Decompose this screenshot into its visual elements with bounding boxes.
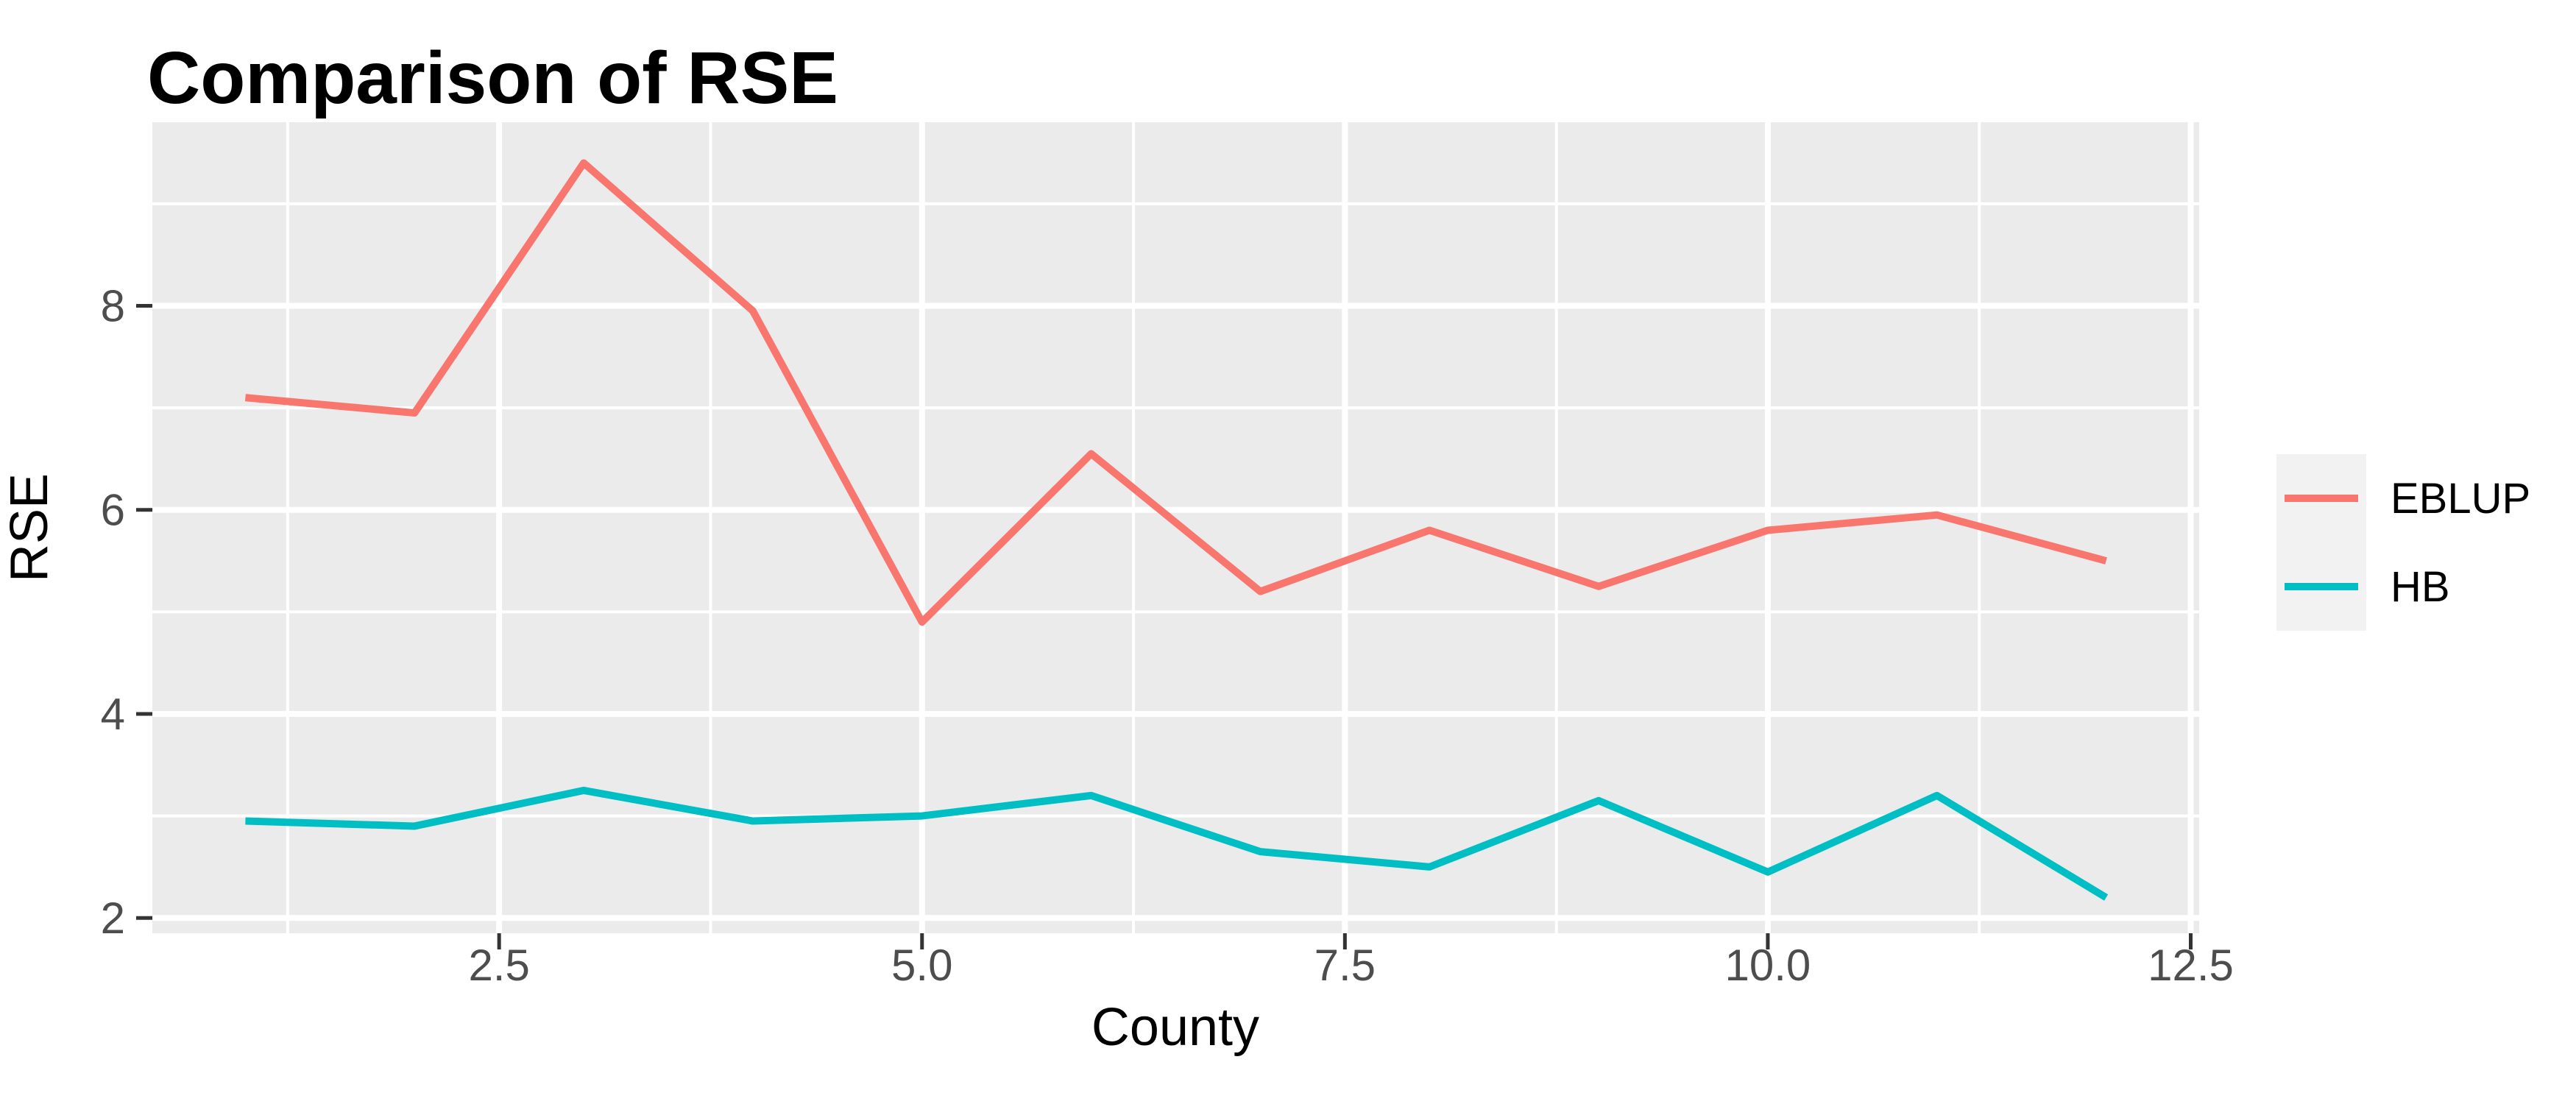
chart-title: Comparison of RSE	[147, 37, 838, 119]
y-tick-label: 2	[101, 894, 125, 943]
x-tick-label: 10.0	[1725, 941, 1811, 990]
plot-panel	[152, 122, 2199, 933]
y-tick-label: 4	[101, 690, 125, 739]
x-tick-label: 7.5	[1314, 941, 1376, 990]
plot-generated-layer: 2.5 5.0 7.5 10.0 12.5 2 4 6 8 EBLUP HB	[101, 122, 2530, 990]
x-axis-title: County	[1091, 998, 1259, 1057]
legend-key-background	[2276, 454, 2366, 631]
y-tick-label: 8	[101, 282, 125, 331]
y-tick-label: 6	[101, 486, 125, 535]
x-tick-label: 12.5	[2148, 941, 2234, 990]
x-tick-label: 2.5	[468, 941, 529, 990]
y-axis-title: RSE	[0, 473, 59, 582]
series-line-hb	[245, 786, 2109, 901]
legend-label-eblup: EBLUP	[2391, 475, 2530, 523]
x-tick-label: 5.0	[891, 941, 952, 990]
series-line-eblup	[244, 159, 2107, 626]
legend-label-hb: HB	[2391, 563, 2450, 611]
